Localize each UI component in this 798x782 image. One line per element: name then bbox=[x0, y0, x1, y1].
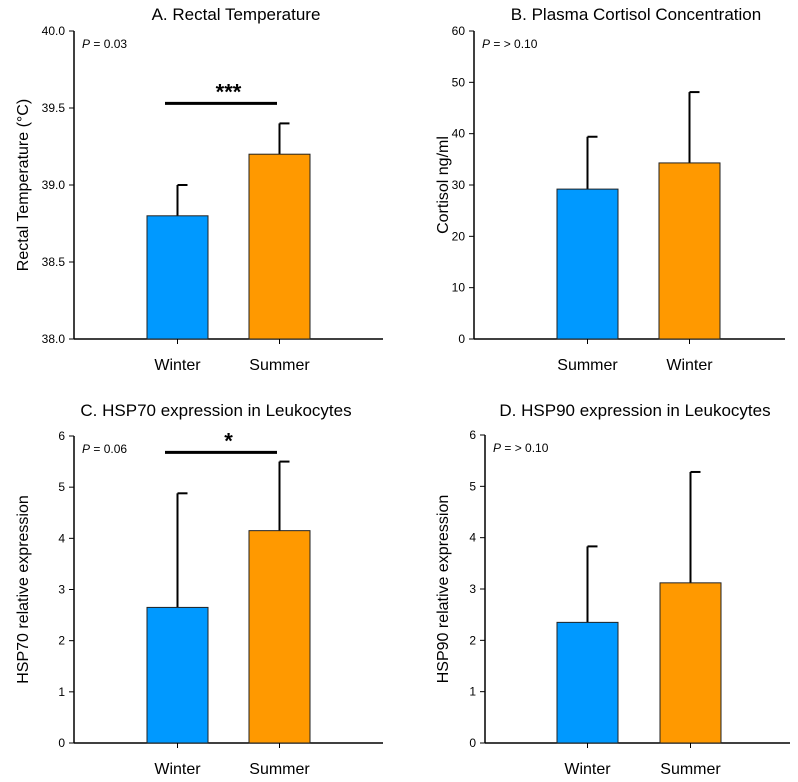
y-tick-label: 20 bbox=[452, 229, 466, 243]
y-tick-label: 30 bbox=[452, 178, 466, 192]
y-tick-label: 6 bbox=[469, 428, 476, 442]
panel-b: B. Plasma Cortisol Concentration Cortisol… bbox=[435, 5, 785, 374]
significance-marker: *** bbox=[216, 79, 242, 104]
chart-title: B. Plasma Cortisol Concentration bbox=[511, 5, 761, 24]
y-axis-label: Cortisol ng/ml bbox=[435, 136, 452, 234]
bar-winter bbox=[556, 621, 619, 744]
p-symbol: P bbox=[82, 442, 90, 456]
x-tick-label: Winter bbox=[666, 357, 713, 374]
x-tick-label: Winter bbox=[154, 761, 201, 777]
p-value: = 0.06 bbox=[90, 442, 127, 456]
x-tick-label: Summer bbox=[249, 761, 310, 777]
p-value-label: P = 0.03 bbox=[82, 37, 127, 51]
chart-title: C. HSP70 expression in Leukocytes bbox=[80, 401, 351, 420]
y-axis-label: HSP70 relative expression bbox=[15, 495, 32, 684]
y-tick-label: 1 bbox=[469, 685, 476, 699]
y-tick-label: 0 bbox=[58, 736, 65, 750]
significance-marker: * bbox=[224, 428, 233, 453]
y-tick-label: 1 bbox=[58, 685, 65, 699]
y-tick-label: 4 bbox=[469, 531, 476, 545]
y-tick-label: 0 bbox=[469, 736, 476, 750]
y-tick-label: 0 bbox=[458, 332, 465, 346]
panel-d: D. HSP90 expression in Leukocytes HSP90 r… bbox=[435, 401, 790, 778]
x-tick-label: Summer bbox=[660, 761, 721, 777]
y-tick-label: 10 bbox=[452, 281, 466, 295]
y-tick-label: 40 bbox=[452, 127, 466, 141]
panel-a: A. Rectal Temperature Rectal Temperature … bbox=[15, 5, 383, 374]
p-symbol: P bbox=[493, 441, 501, 455]
y-tick-label: 5 bbox=[58, 480, 65, 494]
y-tick-label: 5 bbox=[469, 479, 476, 493]
bar-winter bbox=[146, 215, 209, 340]
p-value-label: P = > 0.10 bbox=[482, 37, 538, 51]
chart-title: A. Rectal Temperature bbox=[152, 5, 321, 24]
bar-summer bbox=[556, 188, 619, 340]
p-value-label: P = 0.06 bbox=[82, 442, 127, 456]
y-tick-label: 38.0 bbox=[42, 332, 66, 346]
bar-winter bbox=[658, 162, 721, 340]
y-tick-label: 40.0 bbox=[42, 24, 66, 38]
y-tick-label: 50 bbox=[452, 75, 466, 89]
p-value: = > 0.10 bbox=[490, 37, 538, 51]
p-value-label: P = > 0.10 bbox=[493, 441, 549, 455]
x-tick-label: Summer bbox=[249, 357, 310, 374]
bar-summer bbox=[659, 582, 722, 744]
bar-winter bbox=[146, 606, 209, 744]
x-tick-label: Winter bbox=[154, 357, 201, 374]
y-tick-label: 39.5 bbox=[42, 101, 66, 115]
y-tick-label: 2 bbox=[58, 634, 65, 648]
chart-title: D. HSP90 expression in Leukocytes bbox=[499, 401, 770, 420]
p-symbol: P bbox=[482, 37, 490, 51]
y-tick-label: 2 bbox=[469, 633, 476, 647]
p-value: = > 0.10 bbox=[501, 441, 549, 455]
y-tick-label: 39.0 bbox=[42, 178, 66, 192]
y-tick-label: 38.5 bbox=[42, 255, 66, 269]
y-tick-label: 3 bbox=[58, 583, 65, 597]
bar-summer bbox=[248, 153, 311, 340]
p-symbol: P bbox=[82, 37, 90, 51]
bar-summer bbox=[248, 530, 311, 744]
y-axis-label: HSP90 relative expression bbox=[435, 495, 452, 684]
x-tick-label: Winter bbox=[564, 761, 611, 777]
y-tick-label: 4 bbox=[58, 531, 65, 545]
x-tick-label: Summer bbox=[557, 357, 618, 374]
y-axis-label: Rectal Temperature (°C) bbox=[15, 99, 32, 271]
y-tick-label: 3 bbox=[469, 582, 476, 596]
y-tick-label: 6 bbox=[58, 429, 65, 443]
y-tick-label: 60 bbox=[452, 24, 466, 38]
panel-c: C. HSP70 expression in Leukocytes HSP70 r… bbox=[15, 401, 383, 778]
p-value: = 0.03 bbox=[90, 37, 127, 51]
